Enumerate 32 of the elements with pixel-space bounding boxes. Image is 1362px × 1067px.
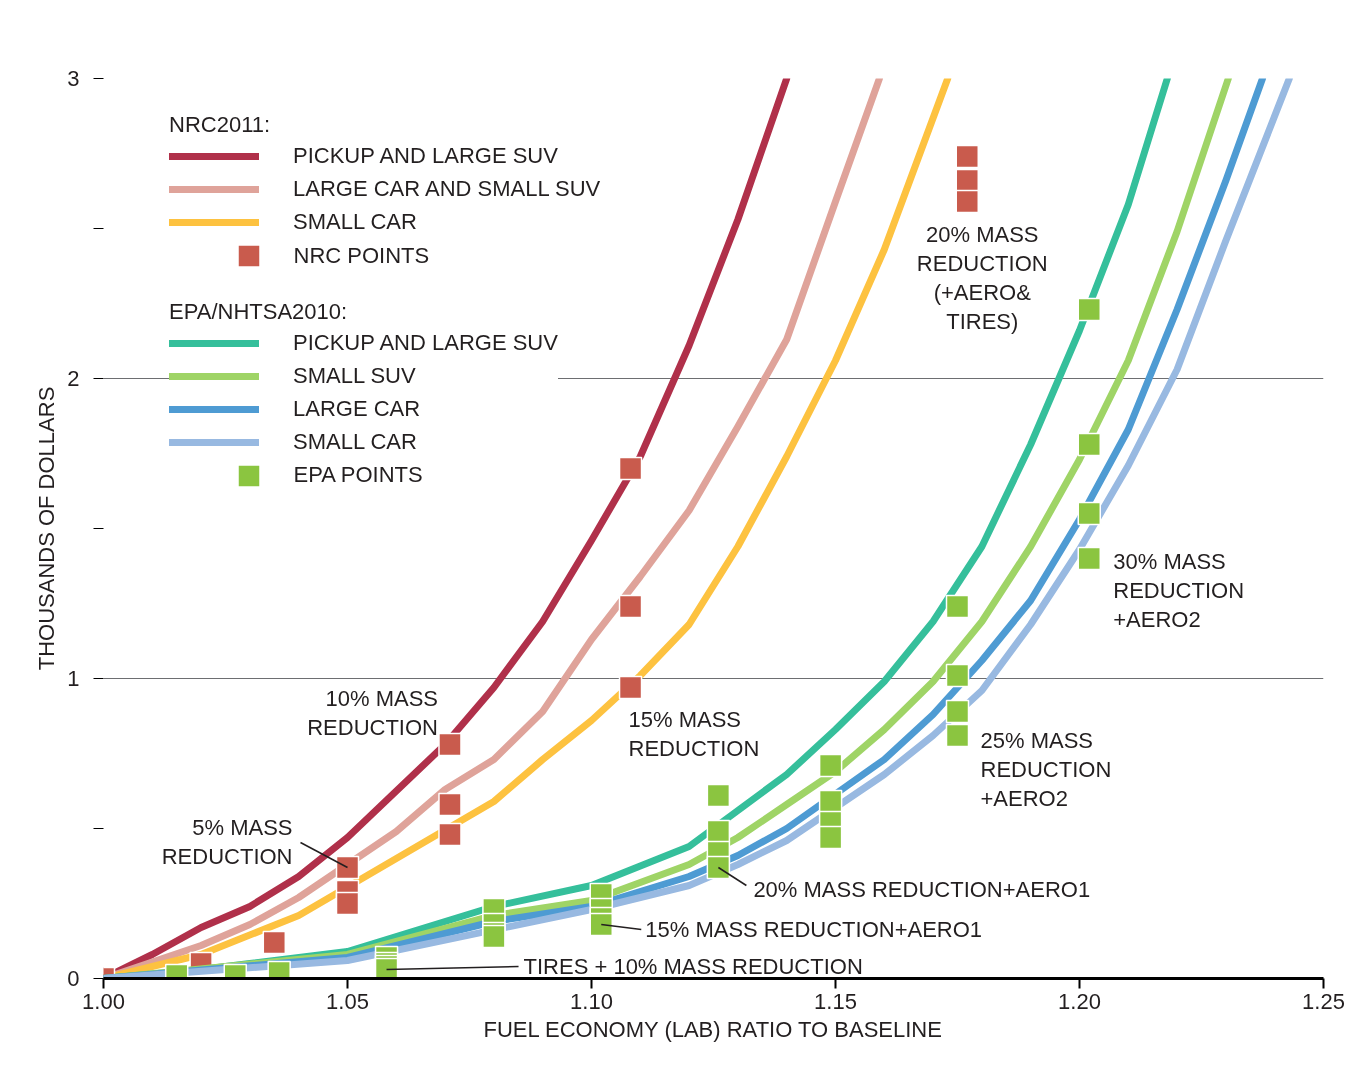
annotation: 10% MASS REDUCTION	[307, 685, 438, 740]
y-axis-title: THOUSANDS OF DOLLARS	[34, 386, 60, 671]
x-tick-label: 1.00	[82, 988, 125, 1014]
annotation: 25% MASS REDUCTION +AERO2	[980, 727, 1112, 811]
legend-label: SMALL SUV	[293, 363, 416, 389]
annotation: 20% MASS REDUCTION (+AERO& TIRES)	[916, 221, 1048, 334]
annotation: 15% MASS REDUCTION+AERO1	[645, 917, 983, 942]
y-tick-label: 3	[67, 66, 80, 91]
y-tick-label: 0	[67, 966, 80, 991]
legend-label: SMALL CAR	[293, 209, 417, 235]
legend-label: EPA POINTS	[293, 462, 423, 488]
x-tick-label: 1.15	[814, 988, 857, 1014]
legend-label: PICKUP AND LARGE SUV	[293, 143, 558, 169]
legend-label: NRC POINTS	[293, 242, 430, 269]
annotation: 5% MASS REDUCTION	[161, 814, 293, 869]
text: NRC2011:	[169, 112, 271, 137]
annotation: 15% MASS REDUCTION	[628, 706, 760, 761]
annotation: 30% MASS REDUCTION +AERO2	[1113, 548, 1245, 632]
x-axis-title: FUEL ECONOMY (LAB) RATIO TO BASELINE	[483, 1016, 942, 1042]
x-tick-label: 1.05	[326, 988, 369, 1014]
legend-label: SMALL CAR	[293, 429, 417, 455]
text: EPA/NHTSA2010:	[169, 299, 348, 324]
legend-label: PICKUP AND LARGE SUV	[293, 330, 558, 356]
annotation: 20% MASS REDUCTION+AERO1	[753, 877, 1091, 902]
y-tick-label: 2	[67, 366, 80, 391]
y-tick-label: 1	[67, 666, 80, 691]
x-tick-label: 1.10	[570, 988, 613, 1014]
legend-label: LARGE CAR AND SMALL SUV	[293, 176, 601, 202]
annotation: TIRES + 10% MASS REDUCTION	[523, 954, 863, 979]
x-tick-label: 1.20	[1058, 988, 1101, 1014]
x-tick-label: 1.25	[1302, 988, 1345, 1014]
legend-label: LARGE CAR	[293, 396, 421, 422]
